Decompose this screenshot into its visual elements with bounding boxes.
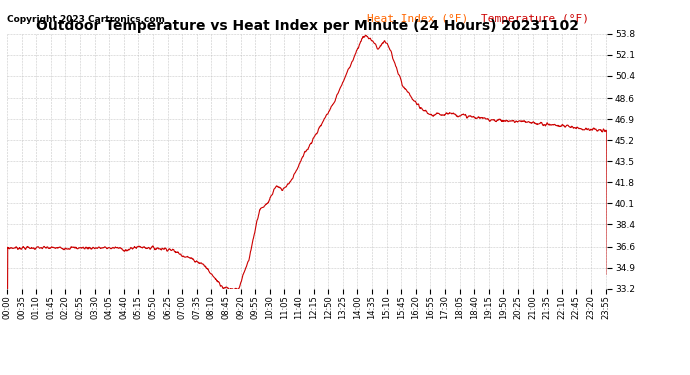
Text: Copyright 2023 Cartronics.com: Copyright 2023 Cartronics.com (7, 15, 165, 24)
Text: Temperature (°F): Temperature (°F) (481, 13, 589, 24)
Title: Outdoor Temperature vs Heat Index per Minute (24 Hours) 20231102: Outdoor Temperature vs Heat Index per Mi… (36, 19, 578, 33)
Text: Heat Index (°F): Heat Index (°F) (367, 13, 469, 24)
